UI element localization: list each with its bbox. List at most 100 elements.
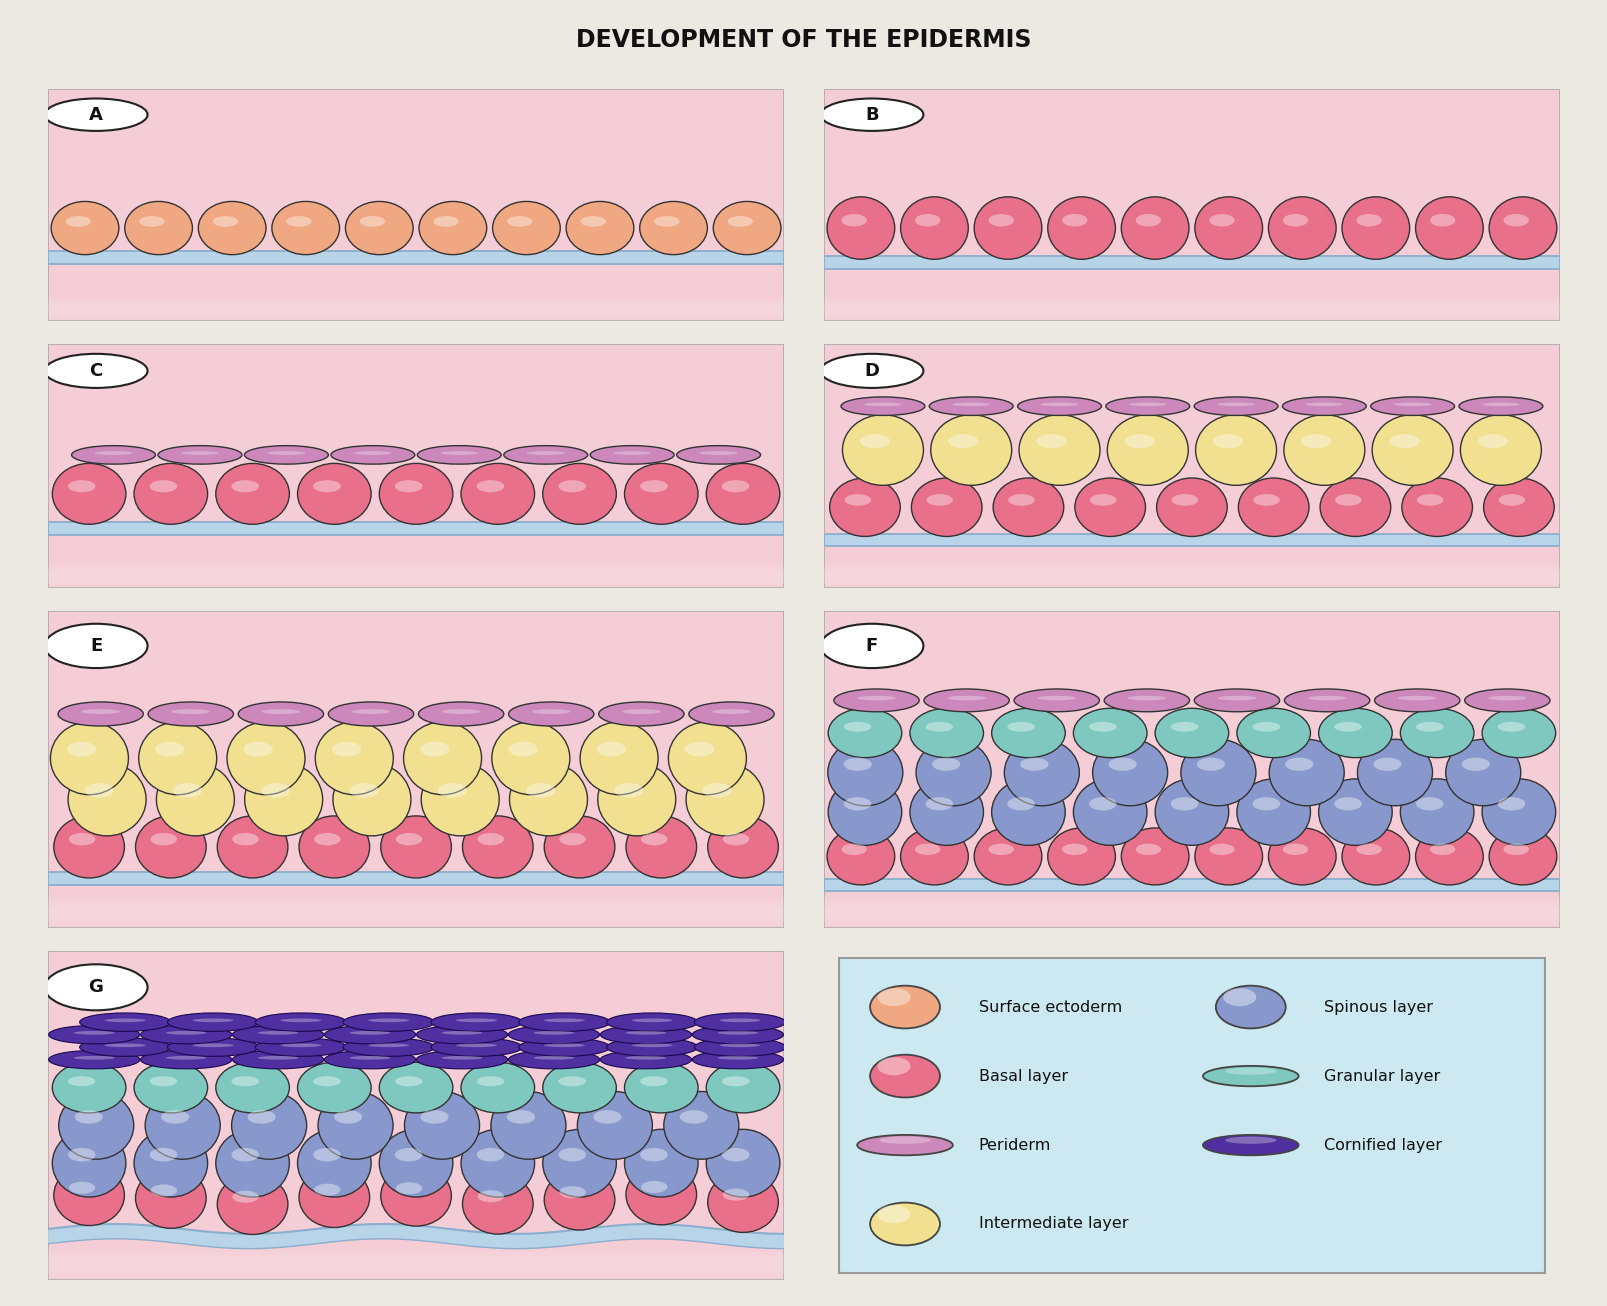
- Bar: [823, 302, 1559, 317]
- Ellipse shape: [53, 816, 124, 878]
- Bar: [48, 899, 783, 919]
- Bar: [48, 889, 783, 910]
- Ellipse shape: [974, 828, 1041, 885]
- Bar: [48, 1258, 783, 1280]
- Ellipse shape: [50, 722, 129, 794]
- Ellipse shape: [212, 215, 238, 227]
- Ellipse shape: [1401, 478, 1472, 537]
- Bar: [48, 304, 783, 320]
- Ellipse shape: [280, 1043, 321, 1047]
- Ellipse shape: [1458, 397, 1541, 415]
- Ellipse shape: [624, 1130, 697, 1198]
- Ellipse shape: [233, 1050, 323, 1068]
- Ellipse shape: [227, 722, 305, 794]
- Ellipse shape: [379, 1062, 453, 1113]
- Bar: [823, 900, 1559, 921]
- Ellipse shape: [1135, 214, 1160, 226]
- Ellipse shape: [280, 1019, 321, 1023]
- Ellipse shape: [599, 1050, 691, 1068]
- Ellipse shape: [53, 1165, 124, 1225]
- Ellipse shape: [1236, 708, 1310, 757]
- Ellipse shape: [625, 1057, 665, 1059]
- Ellipse shape: [349, 1057, 391, 1059]
- Ellipse shape: [198, 201, 265, 255]
- Ellipse shape: [1482, 402, 1519, 406]
- Ellipse shape: [1429, 844, 1454, 855]
- Ellipse shape: [1170, 722, 1197, 731]
- Ellipse shape: [590, 445, 673, 464]
- Bar: [48, 902, 783, 923]
- Ellipse shape: [395, 833, 423, 845]
- Ellipse shape: [857, 1135, 953, 1156]
- Text: A: A: [88, 106, 103, 124]
- Ellipse shape: [490, 1092, 566, 1160]
- Ellipse shape: [492, 201, 559, 255]
- Ellipse shape: [910, 708, 983, 757]
- Ellipse shape: [688, 701, 773, 726]
- Ellipse shape: [1215, 986, 1286, 1028]
- Ellipse shape: [664, 1092, 738, 1160]
- Bar: [48, 522, 783, 535]
- Ellipse shape: [860, 434, 890, 448]
- Ellipse shape: [1416, 494, 1443, 505]
- Ellipse shape: [641, 833, 667, 845]
- Ellipse shape: [1372, 757, 1401, 771]
- Ellipse shape: [257, 1030, 299, 1034]
- Bar: [823, 306, 1559, 320]
- Ellipse shape: [1088, 797, 1115, 811]
- Ellipse shape: [461, 1062, 534, 1113]
- Bar: [48, 251, 783, 264]
- Ellipse shape: [506, 1110, 535, 1123]
- Ellipse shape: [313, 833, 341, 845]
- Ellipse shape: [1356, 739, 1432, 806]
- Text: E: E: [90, 637, 103, 654]
- Bar: [823, 897, 1559, 918]
- Ellipse shape: [442, 709, 480, 714]
- Ellipse shape: [993, 478, 1064, 537]
- Ellipse shape: [419, 742, 448, 756]
- Ellipse shape: [640, 1076, 667, 1087]
- Ellipse shape: [247, 1110, 275, 1123]
- Ellipse shape: [844, 797, 871, 811]
- Ellipse shape: [1496, 797, 1525, 811]
- Ellipse shape: [395, 481, 423, 492]
- Ellipse shape: [156, 742, 185, 756]
- Ellipse shape: [877, 989, 910, 1006]
- Ellipse shape: [926, 722, 953, 731]
- Bar: [823, 296, 1559, 312]
- Ellipse shape: [640, 481, 667, 492]
- Ellipse shape: [434, 215, 458, 227]
- Ellipse shape: [331, 742, 362, 756]
- Ellipse shape: [640, 201, 707, 255]
- FancyBboxPatch shape: [48, 89, 783, 320]
- Ellipse shape: [313, 481, 341, 492]
- Bar: [48, 558, 783, 573]
- Bar: [823, 302, 1559, 316]
- Bar: [823, 291, 1559, 306]
- Bar: [48, 1245, 783, 1267]
- Ellipse shape: [1445, 739, 1520, 806]
- Ellipse shape: [174, 784, 202, 798]
- Ellipse shape: [1400, 778, 1474, 845]
- Ellipse shape: [48, 1025, 140, 1043]
- Bar: [823, 568, 1559, 584]
- Bar: [48, 303, 783, 319]
- Bar: [48, 571, 783, 586]
- Ellipse shape: [1477, 434, 1507, 448]
- Ellipse shape: [722, 1188, 749, 1200]
- Ellipse shape: [1196, 415, 1276, 486]
- Bar: [48, 893, 783, 916]
- Bar: [48, 565, 783, 581]
- Bar: [823, 571, 1559, 586]
- Bar: [823, 558, 1559, 573]
- Ellipse shape: [1180, 739, 1255, 806]
- Ellipse shape: [1048, 197, 1115, 260]
- Ellipse shape: [325, 1025, 416, 1043]
- Bar: [48, 296, 783, 311]
- Ellipse shape: [313, 1148, 341, 1161]
- Ellipse shape: [1356, 214, 1380, 226]
- Ellipse shape: [718, 1043, 760, 1047]
- Bar: [48, 900, 783, 921]
- Ellipse shape: [593, 1110, 620, 1123]
- Ellipse shape: [685, 742, 714, 756]
